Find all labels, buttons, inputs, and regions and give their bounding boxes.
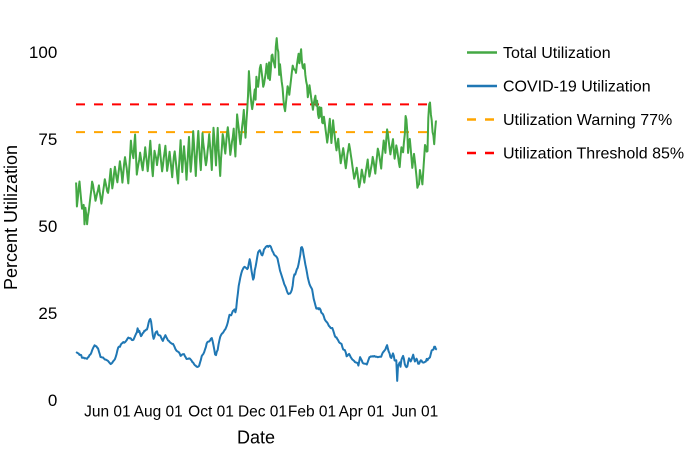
svg-text:Apr 01: Apr 01 — [339, 404, 385, 421]
svg-text:25: 25 — [38, 304, 57, 323]
svg-text:50: 50 — [38, 217, 57, 236]
svg-text:Jun 01: Jun 01 — [392, 404, 439, 421]
svg-text:Total Utilization: Total Utilization — [503, 45, 611, 62]
svg-text:Utilization Threshold 85%: Utilization Threshold 85% — [503, 146, 684, 163]
svg-text:100: 100 — [29, 43, 57, 62]
svg-text:Percent Utilization: Percent Utilization — [1, 145, 21, 290]
svg-text:Utilization Warning 77%: Utilization Warning 77% — [503, 112, 672, 129]
svg-text:Oct 01: Oct 01 — [188, 404, 234, 421]
svg-text:Dec 01: Dec 01 — [238, 404, 287, 421]
svg-text:Date: Date — [237, 428, 275, 448]
svg-text:0: 0 — [48, 391, 57, 410]
svg-text:Jun 01: Jun 01 — [84, 404, 131, 421]
svg-text:Feb 01: Feb 01 — [288, 404, 336, 421]
svg-text:COVID-19 Utilization: COVID-19 Utilization — [503, 79, 651, 96]
svg-text:75: 75 — [38, 130, 57, 149]
svg-text:Aug 01: Aug 01 — [134, 404, 183, 421]
